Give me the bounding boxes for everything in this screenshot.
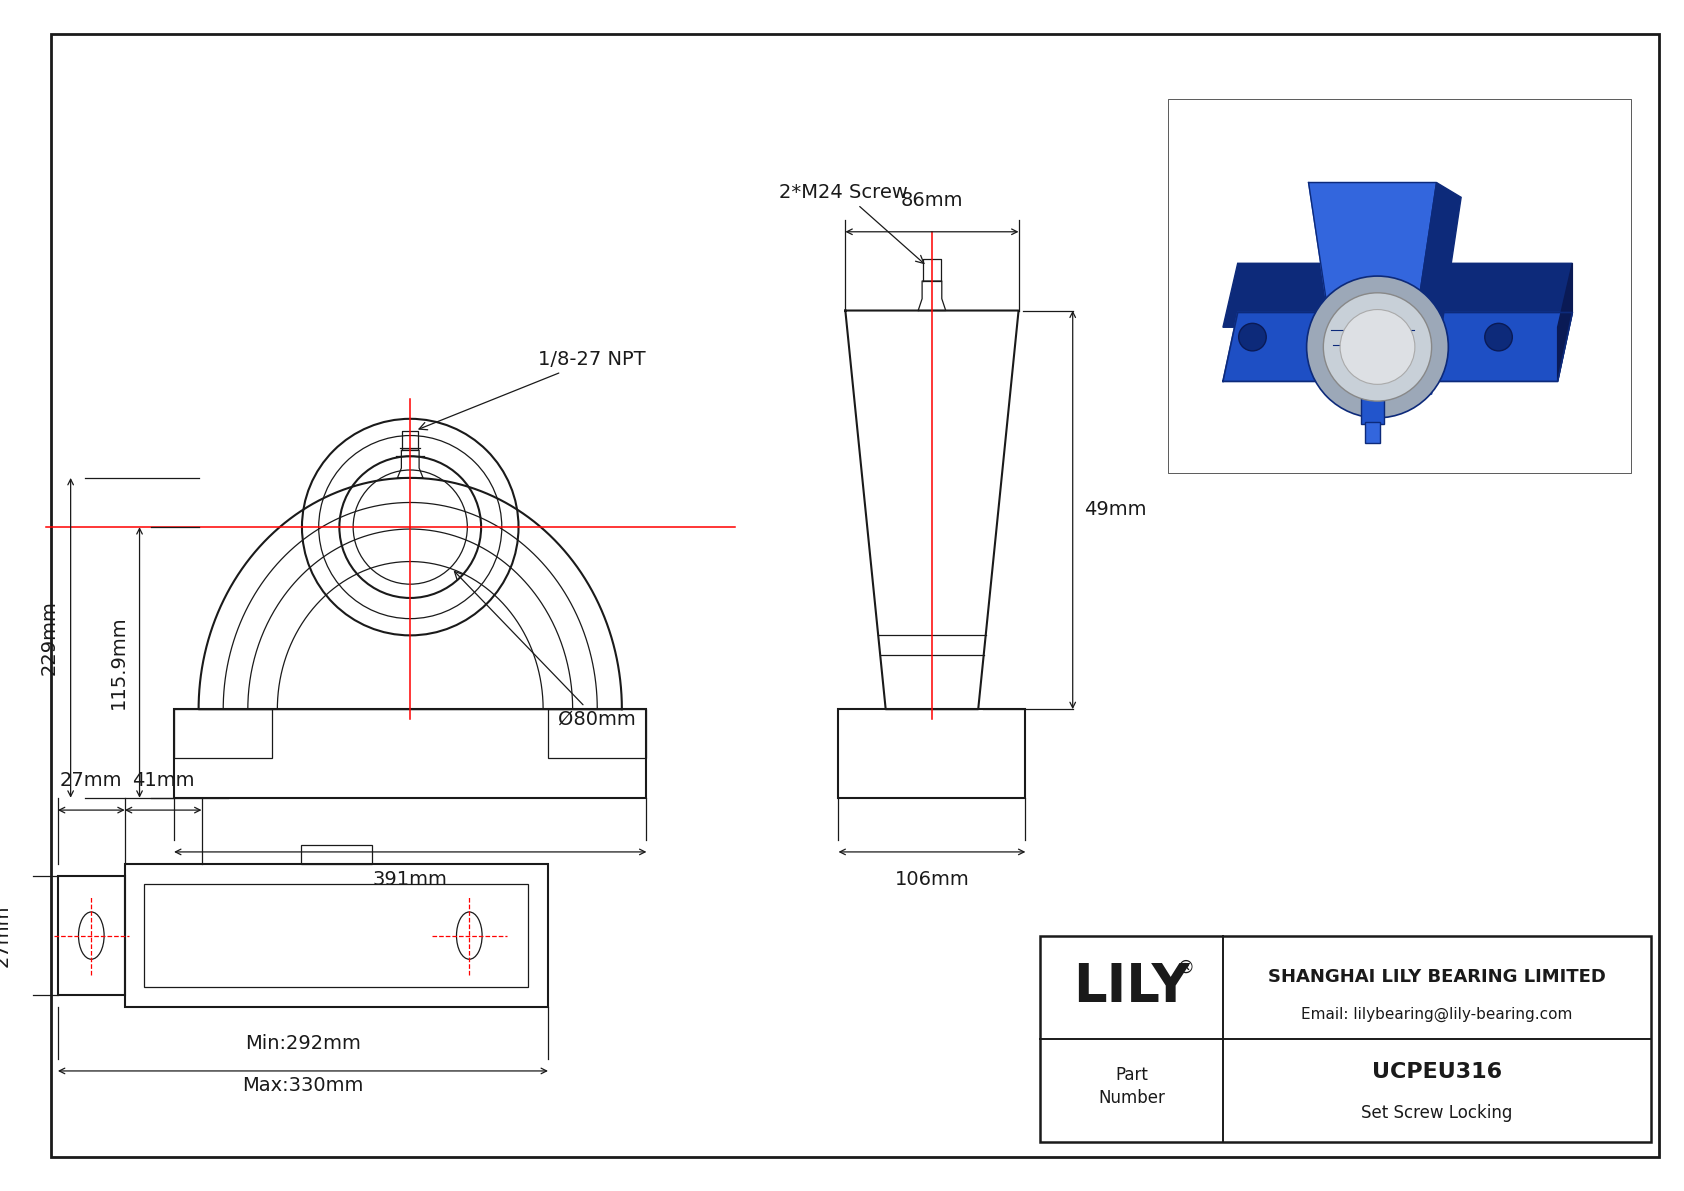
Bar: [839, 709, 1026, 798]
Text: Set Screw Locking: Set Screw Locking: [1361, 1104, 1512, 1122]
Bar: [125, 865, 547, 1006]
Circle shape: [1485, 323, 1512, 351]
Polygon shape: [1223, 263, 1573, 328]
Text: Email: lilybearing@lily-bearing.com: Email: lilybearing@lily-bearing.com: [1302, 1006, 1573, 1022]
Circle shape: [1239, 323, 1266, 351]
Polygon shape: [1408, 182, 1462, 394]
Text: 115.9mm: 115.9mm: [109, 616, 128, 710]
Text: SHANGHAI LILY BEARING LIMITED: SHANGHAI LILY BEARING LIMITED: [1268, 968, 1607, 986]
Polygon shape: [1558, 263, 1573, 381]
Bar: [1041, 936, 1650, 1142]
Text: ®: ®: [1177, 959, 1196, 977]
Text: 391mm: 391mm: [372, 869, 448, 888]
Polygon shape: [1308, 182, 1436, 380]
Text: UCPEU316: UCPEU316: [1372, 1062, 1502, 1083]
Bar: [173, 709, 647, 798]
Circle shape: [1340, 310, 1415, 385]
Text: 86mm: 86mm: [901, 191, 963, 210]
Text: LILY: LILY: [1073, 961, 1191, 1014]
Circle shape: [1307, 276, 1448, 418]
Text: Ø80mm: Ø80mm: [455, 572, 635, 729]
Text: Min:292mm: Min:292mm: [244, 1034, 360, 1053]
Bar: [1361, 394, 1384, 424]
Bar: [145, 884, 529, 987]
Text: 27mm: 27mm: [0, 904, 12, 967]
Polygon shape: [1339, 380, 1431, 394]
Circle shape: [1324, 293, 1431, 401]
Bar: [301, 844, 372, 865]
Text: 49mm: 49mm: [1084, 500, 1147, 519]
Text: 106mm: 106mm: [894, 869, 970, 888]
Text: 229mm: 229mm: [40, 600, 59, 675]
Text: 41mm: 41mm: [131, 772, 194, 791]
Text: 2*M24 Screw: 2*M24 Screw: [780, 183, 925, 263]
Bar: [1364, 422, 1381, 443]
Bar: [1169, 99, 1630, 473]
Polygon shape: [1223, 312, 1573, 381]
Text: 1/8-27 NPT: 1/8-27 NPT: [419, 350, 647, 430]
Bar: [57, 877, 125, 996]
Text: Part
Number: Part Number: [1098, 1066, 1165, 1108]
Bar: [173, 709, 273, 759]
Bar: [547, 709, 647, 759]
Text: Max:330mm: Max:330mm: [242, 1075, 364, 1095]
Text: 27mm: 27mm: [61, 772, 123, 791]
